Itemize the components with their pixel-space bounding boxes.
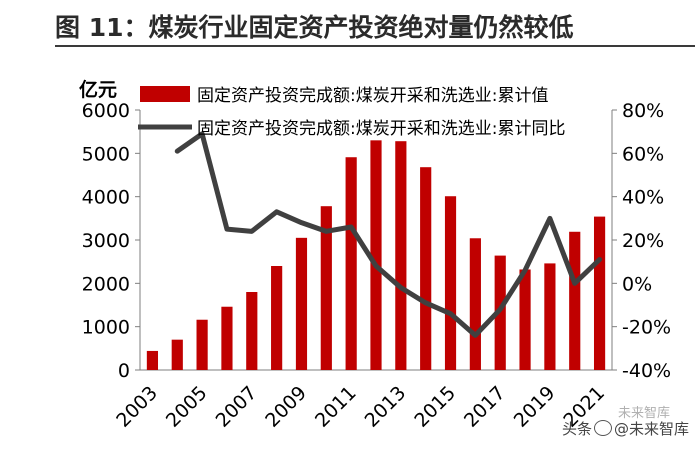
left-axis-unit: 亿元	[79, 78, 117, 101]
left-tick-label: 2000	[82, 273, 130, 295]
x-tick-label-2007: 2007	[212, 382, 262, 432]
bar-2006	[221, 306, 233, 370]
yoy-line	[174, 131, 603, 338]
right-tick-label: 60%	[622, 143, 664, 165]
bar-2011	[345, 157, 357, 370]
watermark-faint: 未来智库	[618, 406, 671, 421]
bar-2008	[271, 266, 283, 370]
x-tick-label-2017: 2017	[460, 382, 510, 432]
bar-2004	[171, 339, 183, 370]
bar-2005	[196, 319, 208, 370]
x-tick-label-2019: 2019	[510, 382, 560, 432]
left-tick-label: 3000	[82, 230, 130, 252]
bar-2015	[444, 196, 457, 370]
legend-label-line: 固定资产投资完成额:煤炭开采和洗选业:累计同比	[197, 119, 565, 139]
x-tick-label-2015: 2015	[410, 382, 460, 432]
x-tick-label-2011: 2011	[311, 382, 361, 432]
right-tick-label: 0%	[622, 273, 652, 295]
right-tick-label: -40%	[622, 360, 671, 382]
bar-2012	[370, 140, 382, 370]
bar-2003	[146, 350, 159, 370]
bar-2010	[320, 206, 332, 370]
left-tick-label: 4000	[82, 187, 130, 209]
bar-2019	[544, 263, 556, 370]
bar-2013	[395, 141, 407, 370]
legend-swatch-bar	[140, 86, 190, 102]
left-tick-label: 0	[118, 360, 130, 382]
bar-2009	[295, 237, 308, 370]
page-title: 图 11：煤炭行业固定资产投资绝对量仍然较低	[55, 13, 574, 42]
legend-label-bar: 固定资产投资完成额:煤炭开采和洗选业:累计值	[197, 86, 548, 106]
bar-2018	[519, 269, 531, 370]
watermark: 头条 @未来智库 未来智库	[562, 406, 690, 439]
left-tick-label: 6000	[82, 100, 130, 122]
right-tick-label: 80%	[622, 100, 664, 122]
x-tick-label-2009: 2009	[261, 382, 311, 432]
watermark-icon	[594, 420, 613, 436]
legend: 固定资产投资完成额:煤炭开采和洗选业:累计值 固定资产投资完成额:煤炭开采和洗选…	[138, 86, 565, 139]
bar-series	[146, 140, 606, 370]
line-series	[174, 131, 603, 338]
bar-2016	[469, 238, 481, 370]
watermark-prefix: 头条	[562, 420, 593, 438]
right-tick-label: 20%	[622, 230, 664, 252]
right-tick-label: 40%	[622, 187, 664, 209]
left-tick-label: 5000	[82, 143, 130, 165]
bar-2014	[420, 167, 432, 370]
left-tick-label: 1000	[82, 317, 130, 339]
x-tick-label-2003: 2003	[112, 382, 162, 432]
right-tick-label: -20%	[622, 317, 671, 339]
bar-2007	[246, 292, 258, 370]
bar-2021	[593, 216, 606, 370]
x-tick-label-2005: 2005	[162, 382, 212, 432]
watermark-handle: @未来智库	[614, 420, 690, 438]
bar-2020	[569, 231, 581, 370]
title-divider	[55, 45, 695, 47]
x-tick-label-2013: 2013	[361, 382, 411, 432]
